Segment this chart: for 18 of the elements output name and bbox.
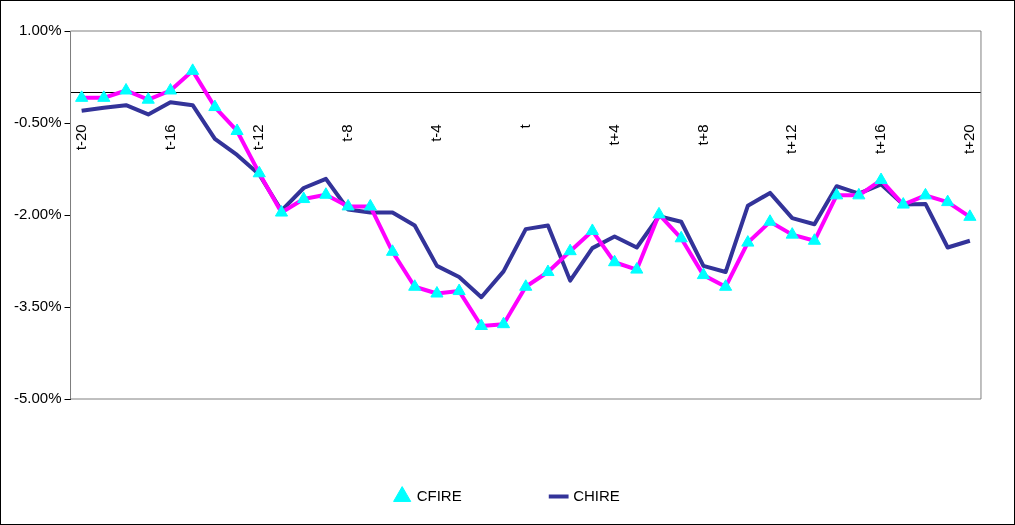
x-tick-label: t-12 [249, 124, 267, 151]
x-tick-label: t+12 [782, 124, 800, 154]
legend-label: CFIRE [416, 486, 462, 504]
x-tick-label: t-4 [427, 124, 445, 142]
y-tick-label: -3.50% [14, 297, 62, 315]
x-tick-label: t+20 [960, 124, 978, 154]
x-tick-label: t [515, 123, 533, 129]
y-tick-label: 1.00% [18, 21, 62, 39]
y-tick-label: -0.50% [14, 113, 62, 131]
x-tick-label: t+8 [693, 124, 711, 146]
x-tick-label: t+16 [871, 124, 889, 154]
x-tick-label: t-20 [71, 124, 89, 151]
legend-label: CHIRE [573, 486, 620, 504]
x-tick-label: t-8 [338, 124, 356, 142]
y-tick-label: -5.00% [14, 389, 62, 407]
y-tick-label: -2.00% [14, 205, 62, 223]
x-tick-label: t-16 [160, 124, 178, 151]
x-tick-label: t+4 [604, 124, 622, 146]
